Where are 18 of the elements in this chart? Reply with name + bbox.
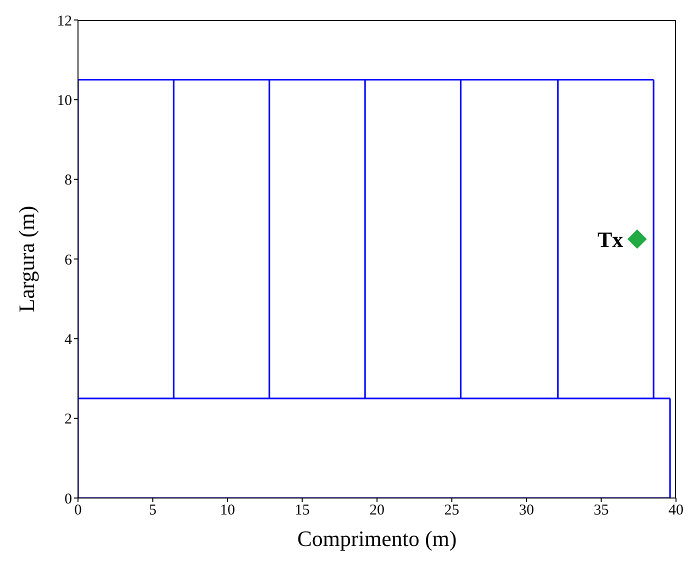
annotation: Tx <box>597 226 624 252</box>
y-tick-label: 8 <box>64 172 72 189</box>
y-tick-label: 10 <box>57 92 72 109</box>
x-tick-label: 25 <box>444 502 460 519</box>
x-tick-label: 40 <box>668 502 684 519</box>
x-tick-label: 10 <box>220 502 235 519</box>
y-tick-label: 6 <box>64 252 72 268</box>
x-tick-label: 30 <box>519 502 534 519</box>
y-tick-label: 2 <box>64 412 72 428</box>
x-tick-label: 15 <box>294 502 310 519</box>
y-tick-label: 0 <box>64 491 72 508</box>
x-tick-label: 5 <box>149 502 156 519</box>
y-tick-label: 4 <box>64 332 72 348</box>
x-tick-label: 20 <box>370 502 384 519</box>
y-tick-label: 12 <box>57 13 72 30</box>
x-axis-title: Comprimento (m) <box>297 526 457 551</box>
y-axis-title: Largura (m) <box>14 206 39 312</box>
x-tick-label: 35 <box>594 502 609 519</box>
